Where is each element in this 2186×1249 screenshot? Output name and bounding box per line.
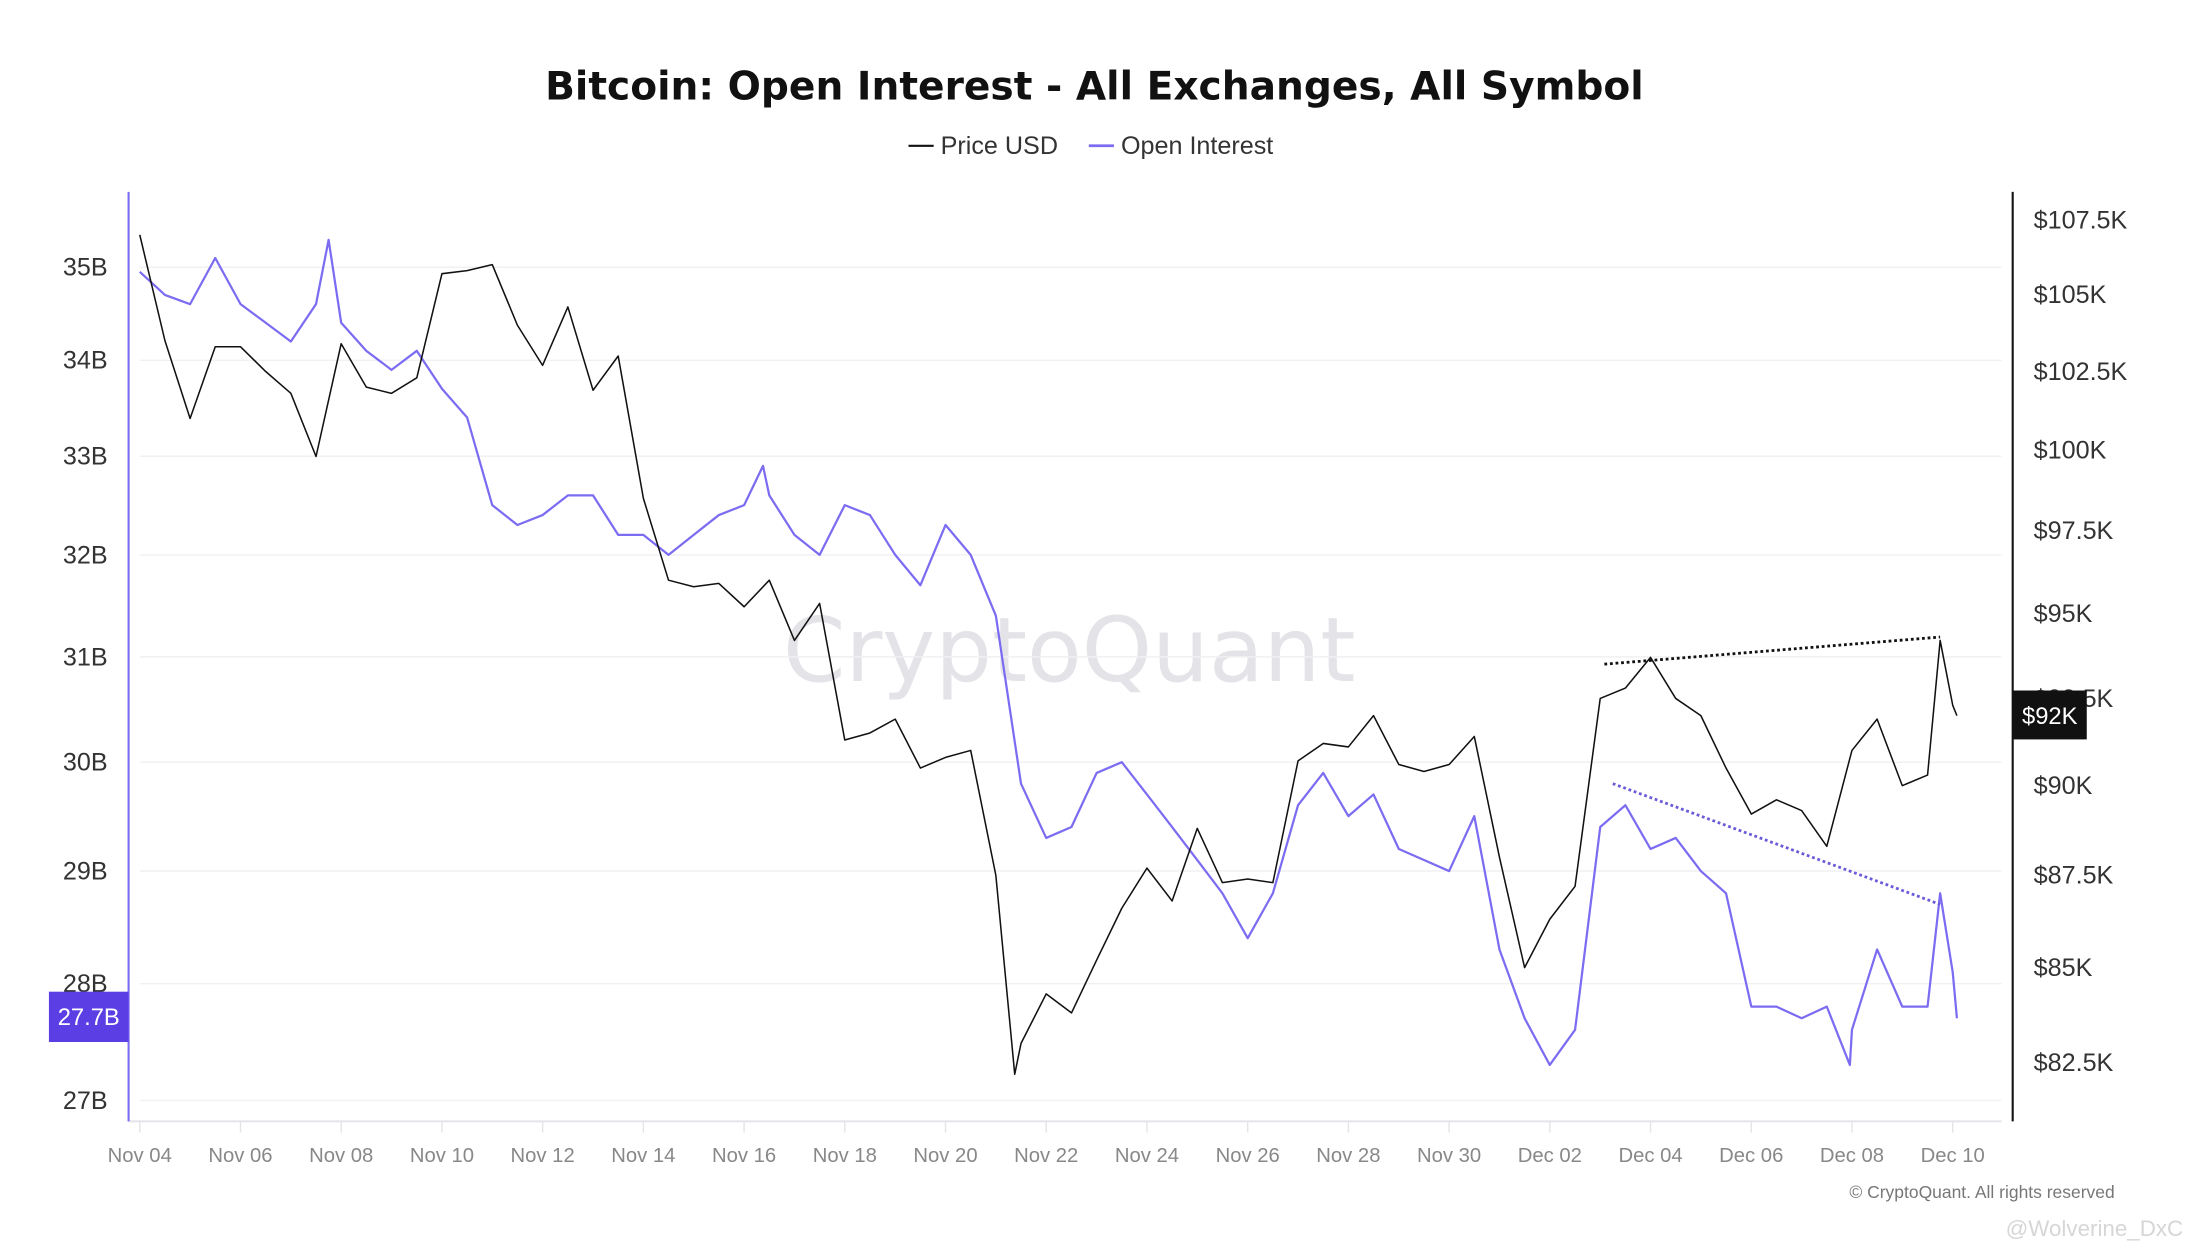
right-axis-tick-label: $97.5K <box>2034 517 2114 545</box>
right-axis-tick-label: $95K <box>2034 600 2093 628</box>
price-current-badge <box>2012 690 2087 740</box>
chart-title: Bitcoin: Open Interest - All Exchanges, … <box>545 65 1644 110</box>
x-axis-tick-label: Nov 04 <box>108 1145 172 1167</box>
left-axis-tick-label: 31B <box>63 643 108 671</box>
x-axis-tick-label: Nov 14 <box>611 1145 675 1167</box>
right-axis-tick-label: $105K <box>2034 281 2107 309</box>
x-axis-tick-label: Nov 26 <box>1216 1145 1280 1167</box>
x-axis-tick-label: Nov 30 <box>1417 1145 1481 1167</box>
right-axis-tick-label: $102.5K <box>2034 358 2128 386</box>
watermark: CryptoQuant <box>783 599 1355 703</box>
axes: 27B28B29B30B31B32B33B34B35B$82.5K$85K$87… <box>63 191 2128 1167</box>
x-axis-tick-label: Dec 06 <box>1719 1145 1783 1167</box>
x-axis-tick-label: Nov 28 <box>1316 1145 1380 1167</box>
price-line <box>139 234 1958 1076</box>
legend: Price USD Open Interest <box>908 132 1273 160</box>
x-axis-tick-label: Nov 18 <box>813 1145 877 1167</box>
left-axis-tick-label: 27B <box>63 1087 108 1115</box>
x-axis-tick-label: Nov 08 <box>309 1145 373 1167</box>
open-interest-current-value: 27.7B <box>58 1004 120 1031</box>
x-axis-tick-label: Dec 02 <box>1518 1145 1582 1167</box>
current-value-badges: 27.7B $92K <box>48 690 2087 1043</box>
legend-label-open-interest: Open Interest <box>1121 132 1273 160</box>
right-axis-tick-label: $85K <box>2034 954 2093 982</box>
open-interest-current-badge <box>48 991 129 1043</box>
left-axis-tick-label: 30B <box>63 749 108 777</box>
x-axis-tick-label: Nov 16 <box>712 1145 776 1167</box>
left-axis-tick-label: 33B <box>63 443 108 471</box>
price-current-value: $92K <box>2022 703 2078 730</box>
left-axis-tick-label: 35B <box>63 254 108 282</box>
right-axis-tick-label: $87.5K <box>2034 862 2114 890</box>
x-axis-tick-label: Nov 12 <box>511 1145 575 1167</box>
x-axis-tick-label: Dec 08 <box>1820 1145 1884 1167</box>
annotations <box>1604 635 1941 906</box>
x-axis-tick-label: Nov 22 <box>1014 1145 1078 1167</box>
left-axis-tick-label: 34B <box>63 347 108 375</box>
open-interest-trendline <box>1612 782 1941 906</box>
left-axis-tick-label: 29B <box>63 857 108 885</box>
x-axis-tick-label: Nov 24 <box>1115 1145 1179 1167</box>
gridlines <box>139 266 2002 1102</box>
price-trendline <box>1604 635 1941 666</box>
right-axis-tick-label: $100K <box>2034 437 2107 465</box>
x-axis-tick-label: Dec 04 <box>1618 1145 1682 1167</box>
legend-label-price: Price USD <box>941 132 1058 160</box>
legend-item-price[interactable]: Price USD <box>908 132 1058 160</box>
x-axis-tick-label: Nov 10 <box>410 1145 474 1167</box>
right-axis-tick-label: $82.5K <box>2034 1049 2114 1077</box>
right-axis-tick-label: $90K <box>2034 772 2093 800</box>
author-credit: @Wolverine_DxC <box>2006 1216 2184 1241</box>
copyright: © CryptoQuant. All rights reserved <box>1849 1182 2114 1202</box>
x-axis-tick-label: Nov 20 <box>913 1145 977 1167</box>
legend-item-open-interest[interactable]: Open Interest <box>1088 132 1273 160</box>
x-axis-tick-label: Dec 10 <box>1921 1145 1985 1167</box>
series-layer <box>139 234 1959 1076</box>
right-axis-tick-label: $107.5K <box>2034 206 2128 234</box>
x-axis-tick-label: Nov 06 <box>208 1145 272 1167</box>
open-interest-line <box>139 238 1959 1067</box>
left-axis-tick-label: 32B <box>63 541 108 569</box>
